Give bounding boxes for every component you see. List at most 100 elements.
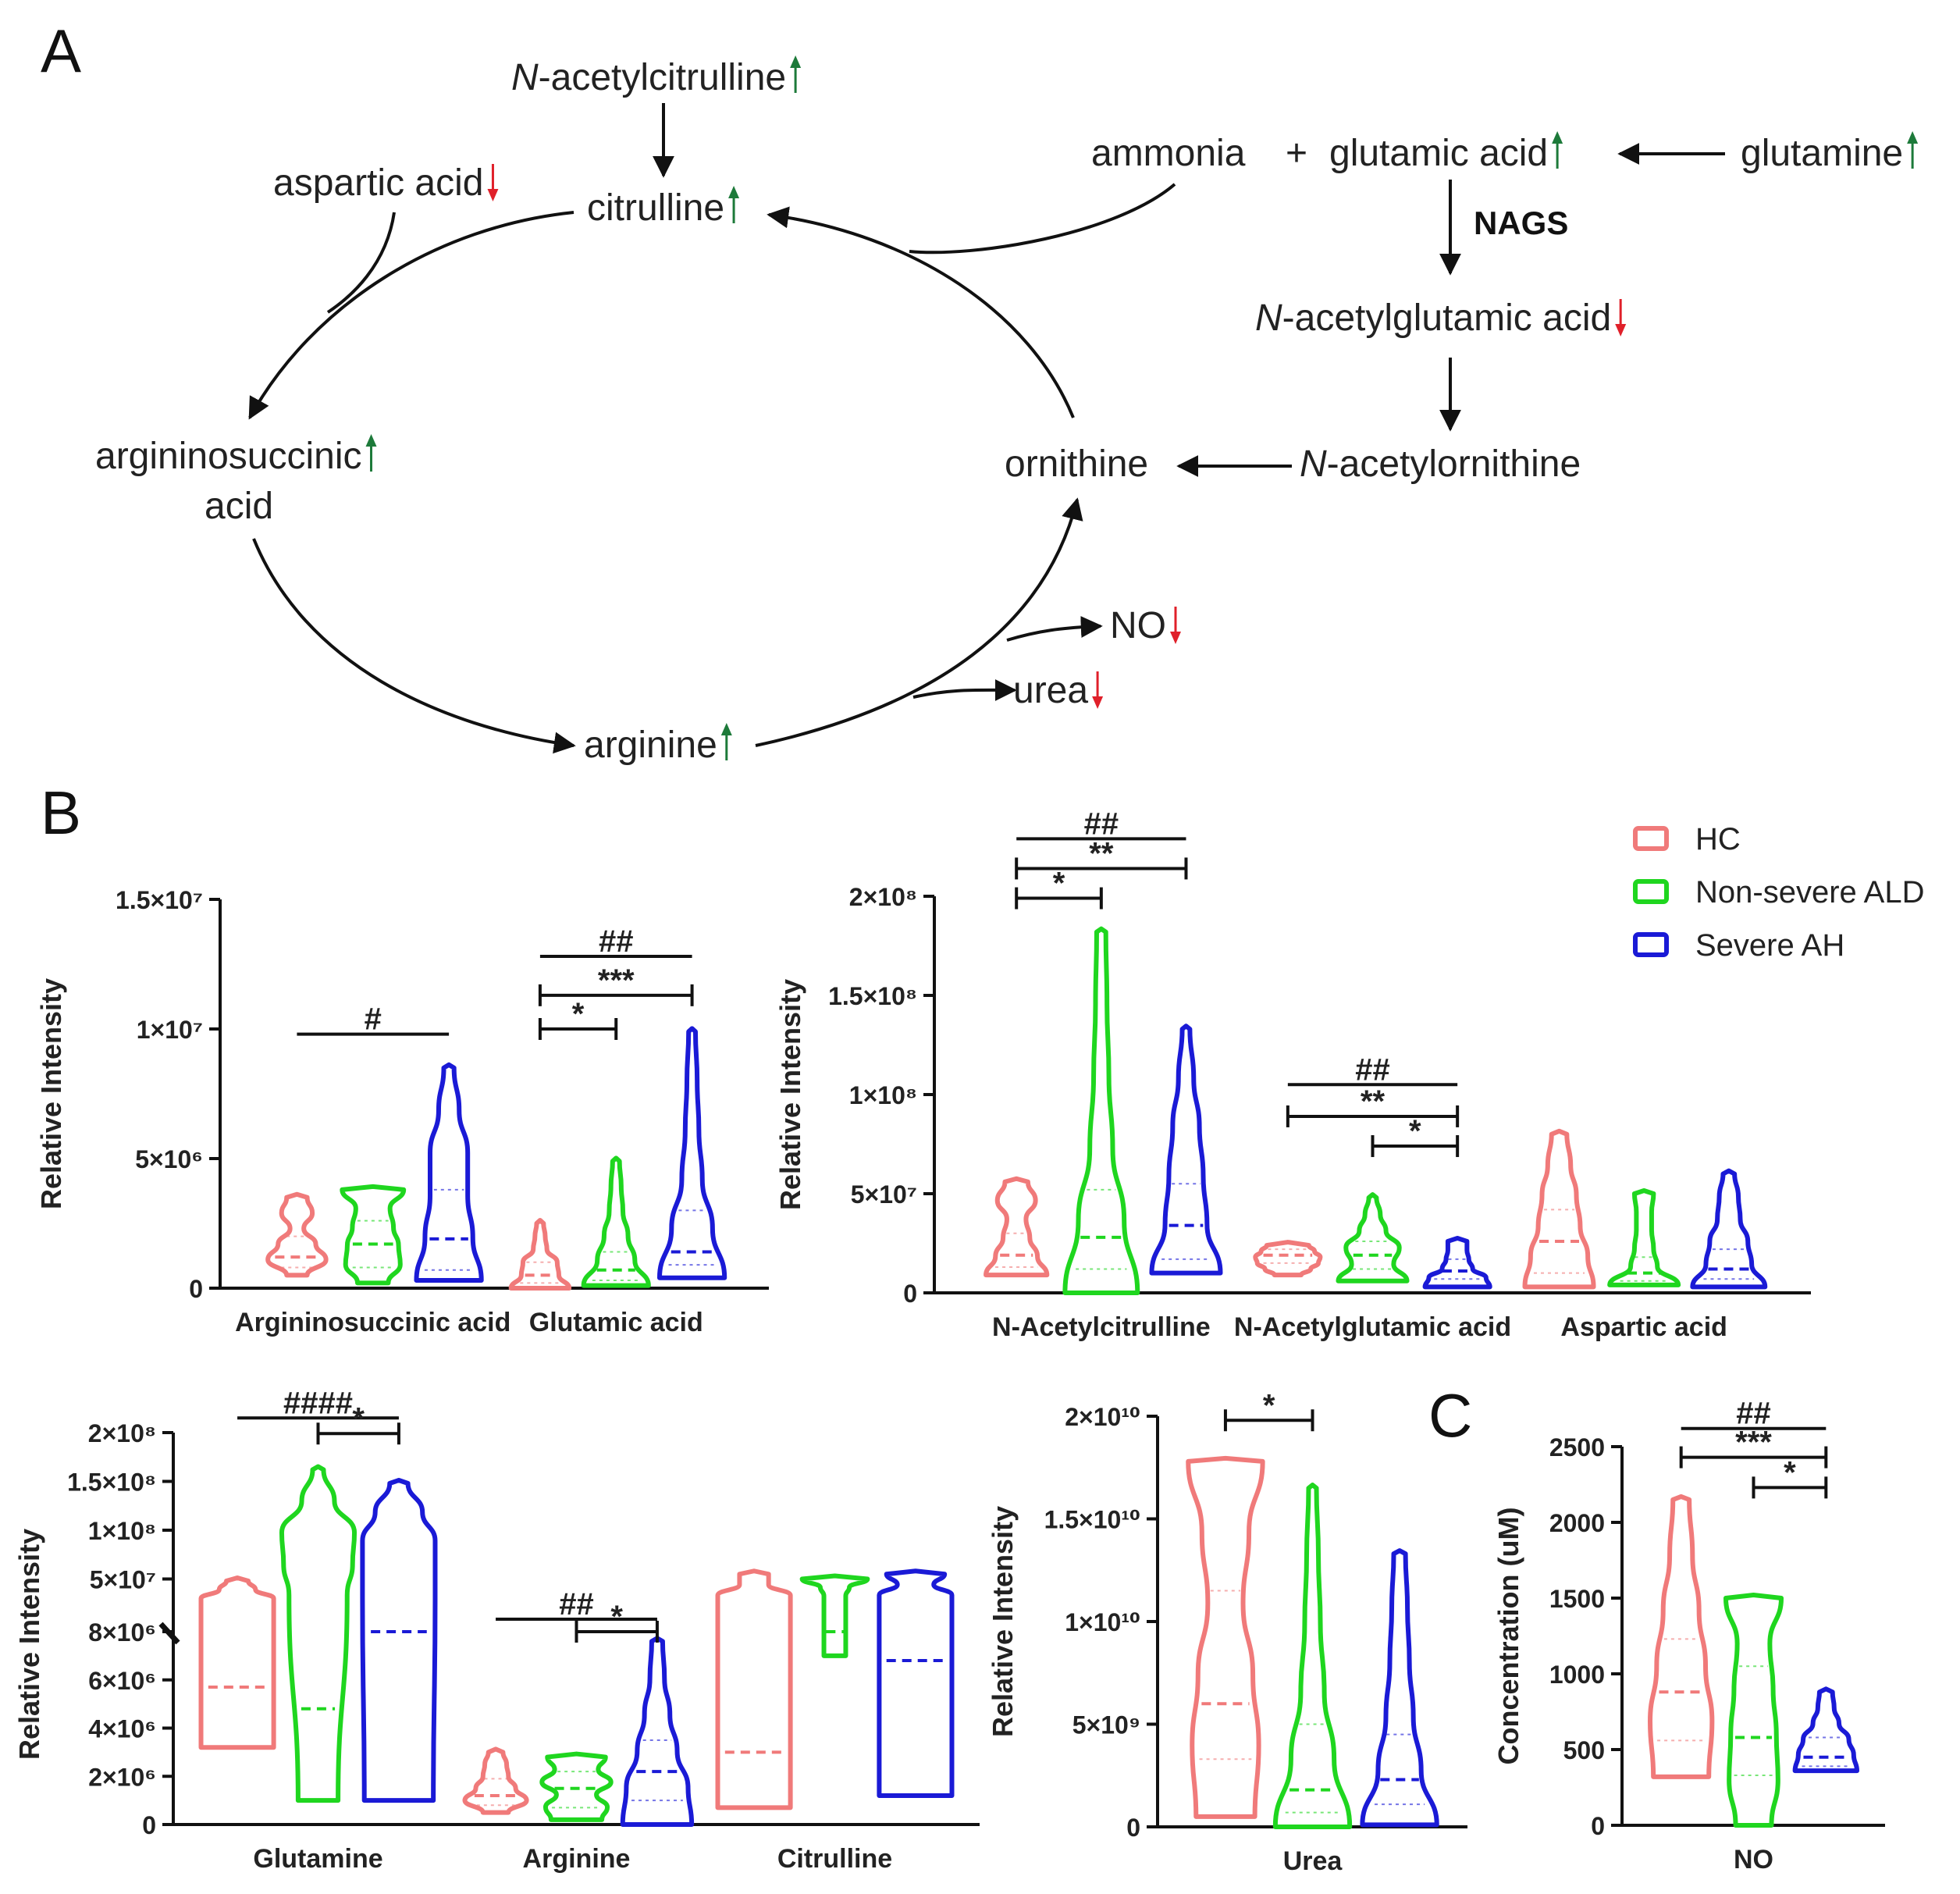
- x-category-label: N-Acetylcitrulline: [992, 1312, 1211, 1342]
- x-category-label: Glutamic acid: [529, 1308, 703, 1337]
- arc-argsucc-arginine: [252, 538, 576, 754]
- y-tick-label: 5×10⁹: [1072, 1711, 1140, 1739]
- violin-argininosuccinic-acid-s2: [414, 1062, 484, 1283]
- violin-glutamic-acid-s2: [656, 1026, 727, 1280]
- significance-label: ##: [599, 924, 634, 959]
- arrow-aspartic-merge: [326, 212, 396, 314]
- x-category-label: Aspartic acid: [1560, 1312, 1727, 1342]
- y-tick-label: 5×10⁷: [851, 1180, 917, 1209]
- y-tick-label: 0: [189, 1275, 203, 1303]
- pathway-labels: N-acetylcitrulline aspartic acid citrullin…: [95, 55, 1919, 766]
- legend: HC Non-severe ALD Severe AH: [1633, 822, 1924, 963]
- y-tick-label: 0: [142, 1811, 156, 1839]
- node-glutamic: glutamic acid: [1329, 133, 1548, 174]
- y-tick-label: 5×10⁷: [90, 1566, 156, 1594]
- legend-swatch-2: [1633, 932, 1669, 957]
- node-no: NO: [1110, 605, 1166, 646]
- panel-label-b: B: [41, 778, 81, 847]
- violin-citrulline-s2: [877, 1568, 955, 1798]
- y-tick-label: 4×10⁶: [88, 1715, 156, 1743]
- violin-urea-s1: [1272, 1483, 1353, 1829]
- chart-acetylcitrulline-acetylglutamic-aspartic: Relative Intensity 0 5×10⁷ 1×10⁸ 1.5×10⁸ 2×10…: [774, 806, 1811, 1342]
- legend-swatch-0: [1633, 826, 1669, 851]
- change-arrow-up-acetylcitrulline: [790, 55, 802, 93]
- arc-ornithine-citrulline: [767, 206, 1075, 418]
- violin-glutamine-s0: [198, 1575, 276, 1750]
- significance-label: *: [1053, 867, 1065, 901]
- y-tick-label: 1500: [1549, 1585, 1605, 1613]
- violin-glutamic-acid-s0: [508, 1218, 572, 1291]
- node-argsucc1: argininosuccinic: [95, 436, 362, 477]
- significance-label: *: [572, 997, 585, 1031]
- violin-aspartic-acid-s1: [1607, 1188, 1681, 1287]
- arc-citrulline-argsucc: [248, 211, 574, 420]
- panel-label-c: C: [1428, 1381, 1472, 1450]
- significance-label: *: [352, 1401, 365, 1436]
- significance-label: **: [1361, 1084, 1386, 1119]
- y-axis-label: Relative Intensity: [987, 1506, 1019, 1737]
- y-tick-label: 0: [1591, 1812, 1605, 1840]
- significance-label: *: [1409, 1114, 1421, 1148]
- change-arrow-up-citrulline: [728, 186, 740, 223]
- violin-arginine-s0: [462, 1746, 529, 1815]
- violin-n-acetylglutamic-acid-s1: [1336, 1192, 1410, 1283]
- violin-n-acetylcitrulline-s2: [1149, 1024, 1223, 1276]
- legend-swatch-1: [1633, 879, 1669, 904]
- y-tick-label: 2×10⁸: [88, 1419, 156, 1447]
- node-urea: urea: [1013, 670, 1088, 711]
- y-tick-label: 6×10⁶: [88, 1667, 156, 1695]
- violin-urea-s0: [1186, 1455, 1265, 1819]
- significance-label: ####: [283, 1386, 353, 1420]
- node-argsucc2: acid: [205, 486, 273, 527]
- violin-aspartic-acid-s0: [1522, 1128, 1596, 1290]
- violin-aspartic-acid-s2: [1690, 1168, 1768, 1290]
- legend-label-1: Non-severe ALD: [1695, 875, 1924, 910]
- change-arrow-down-acetylglutamic: [1615, 299, 1627, 336]
- violin-no-s1: [1723, 1593, 1784, 1828]
- significance-label: **: [1089, 836, 1114, 870]
- violin-glutamine-s2: [360, 1478, 438, 1803]
- x-category-label: NO: [1734, 1845, 1773, 1874]
- change-arrow-down-aspartic: [487, 164, 499, 201]
- chart-glutamine-arginine-citrulline: Relative Intensity 0 2×10⁶ 4×10⁶ 6×10⁶ 8×10⁶ 5…: [13, 1386, 980, 1874]
- x-category-label: Urea: [1283, 1846, 1343, 1876]
- node-ornithine: ornithine: [1005, 443, 1148, 485]
- node-aspartic: aspartic acid: [273, 162, 483, 204]
- change-arrow-up-glutamic: [1552, 131, 1563, 169]
- significance-label: ##: [1736, 1397, 1771, 1431]
- significance-label: ##: [1355, 1052, 1390, 1087]
- violin-no-s0: [1648, 1493, 1715, 1779]
- change-arrow-down-no: [1170, 607, 1181, 644]
- arrow-ammonia-citrulline: [909, 183, 1176, 255]
- legend-label-2: Severe AH: [1695, 928, 1844, 963]
- significance-label: ##: [559, 1587, 594, 1622]
- violin-urea-s2: [1360, 1548, 1439, 1828]
- significance-label: *: [1784, 1455, 1796, 1490]
- chart-no: Concentration (uM) 0 500 1000 1500 2000 2500 NO…: [1492, 1397, 1885, 1874]
- y-tick-label: 1×10⁷: [137, 1016, 203, 1044]
- arrow-to-urea: [912, 678, 1017, 701]
- y-tick-label: 1×10⁸: [88, 1517, 156, 1545]
- violin-arginine-s2: [620, 1636, 695, 1827]
- violin-argininosuccinic-acid-s1: [340, 1184, 407, 1286]
- violin-argininosuccinic-acid-s0: [265, 1191, 329, 1278]
- panel-label-a: A: [41, 16, 81, 85]
- y-tick-label: 1.5×10⁸: [67, 1469, 156, 1497]
- y-tick-label: 8×10⁶: [88, 1618, 156, 1647]
- violin-no-s2: [1792, 1686, 1859, 1774]
- y-axis-label: Relative Intensity: [774, 979, 806, 1210]
- change-arrow-down-urea: [1092, 671, 1104, 709]
- node-ammonia: ammonia: [1091, 133, 1246, 174]
- violin-n-acetylglutamic-acid-s0: [1253, 1240, 1323, 1278]
- x-category-label: Citrulline: [777, 1844, 892, 1874]
- node-plus: +: [1286, 133, 1307, 174]
- violin-citrulline-s1: [799, 1573, 870, 1658]
- y-tick-label: 1.5×10⁸: [828, 982, 917, 1010]
- significance-label: *: [610, 1600, 623, 1634]
- y-axis-label: Relative Intensity: [35, 978, 67, 1209]
- arc-arginine-ornithine: [755, 497, 1083, 747]
- y-axis-label: Relative Intensity: [13, 1529, 45, 1760]
- change-arrow-up-argsucc1: [365, 434, 377, 472]
- y-axis-label: Concentration (uM): [1492, 1508, 1524, 1765]
- violin-n-acetylglutamic-acid-s2: [1422, 1235, 1492, 1290]
